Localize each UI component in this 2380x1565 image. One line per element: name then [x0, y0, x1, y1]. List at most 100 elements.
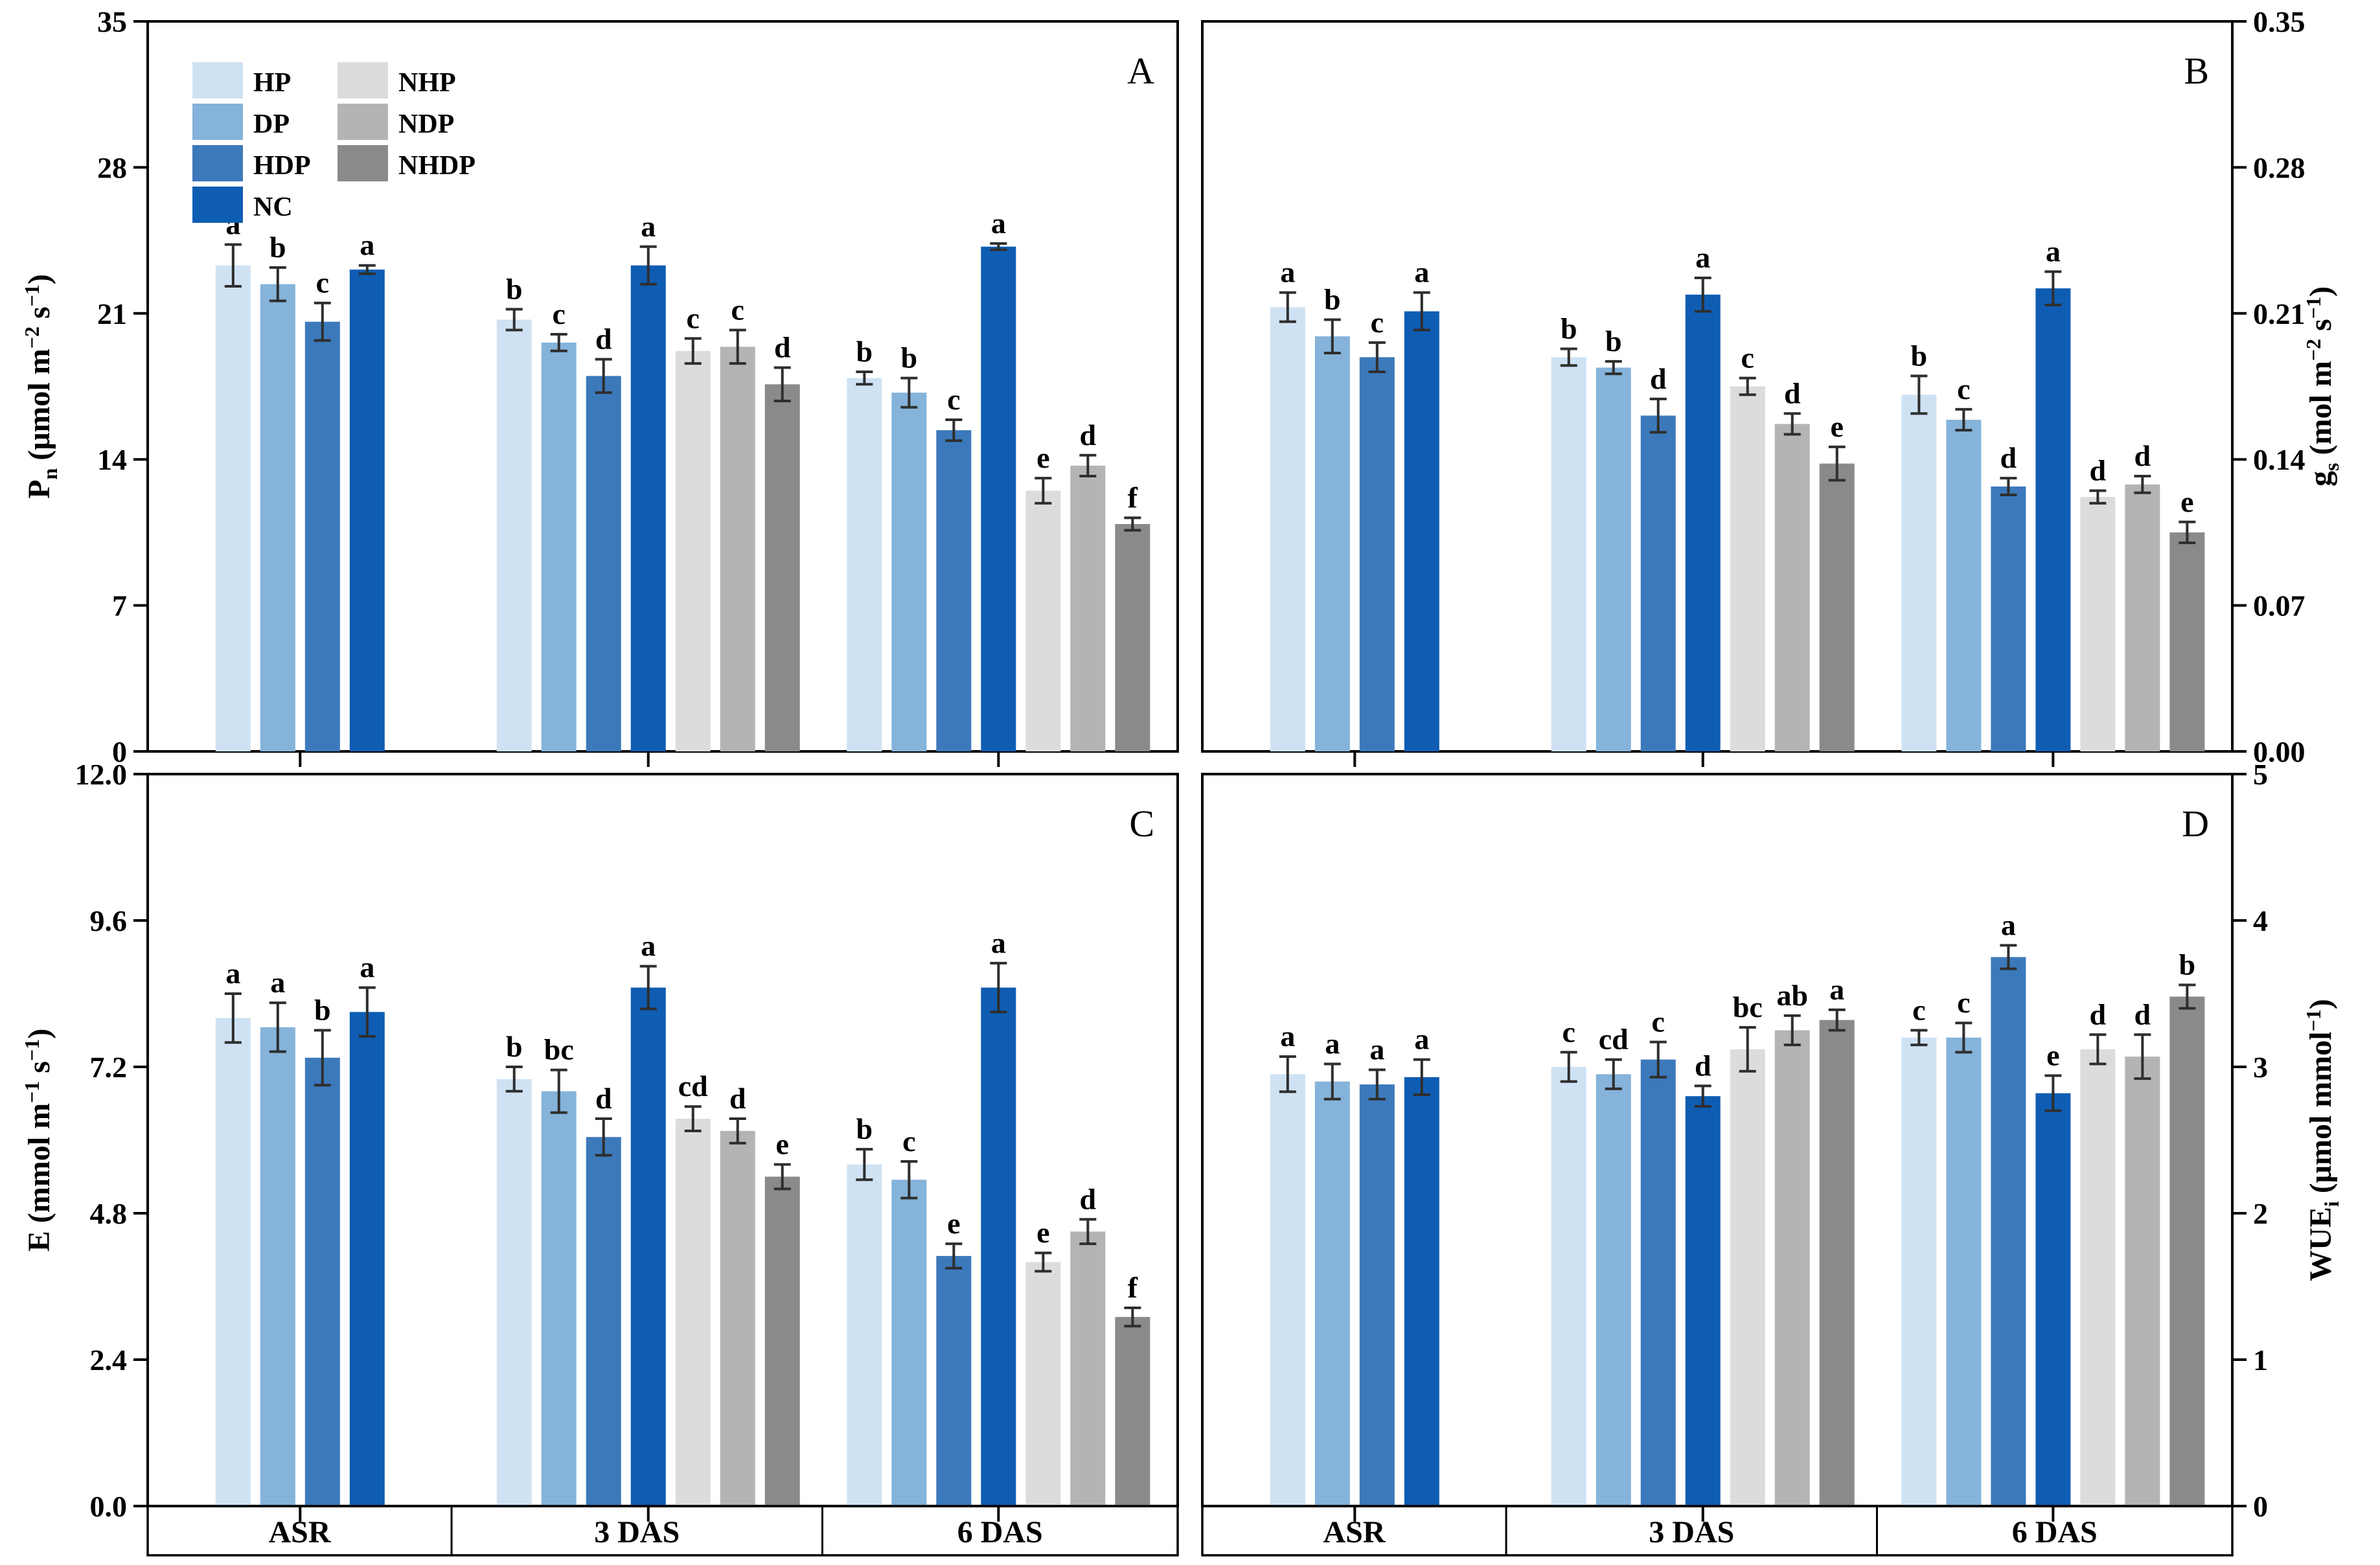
panel-C: 0.02.44.87.29.612.0E (mmol m−1 s−1)a abab… [20, 758, 1179, 1557]
error-bar [314, 301, 331, 342]
sig-letter: d [595, 323, 612, 356]
category-label-3DAS: 3 DAS [1649, 1515, 1734, 1549]
error-bar [2089, 1033, 2107, 1066]
error-bar [1124, 516, 1141, 532]
bar-A-6DAS-HP [847, 378, 882, 751]
bar-C-3DAS-HDP [586, 1137, 621, 1506]
error-bar [1035, 477, 1052, 505]
sig-letter: a [1325, 1027, 1340, 1060]
sig-letter: ab [1776, 979, 1808, 1012]
category-label-6DAS: 6 DAS [957, 1515, 1043, 1549]
error-bar [1368, 1068, 1386, 1101]
error-bar [2134, 474, 2151, 494]
sig-letter: b [1561, 312, 1577, 345]
sig-letter: c [731, 293, 744, 326]
error-bar [2000, 944, 2017, 970]
error-bar [1739, 1025, 1756, 1073]
y-tick-label: 21 [97, 297, 127, 330]
y-tick-label: 12.0 [75, 758, 128, 791]
bar-B-3DAS-NDP [1774, 424, 1810, 751]
bar-D-6DAS-HDP [1991, 957, 2026, 1506]
sig-letter: d [1080, 418, 1097, 451]
y-tick-label: 0.07 [2253, 589, 2306, 623]
bar-A-3DAS-NHP [675, 350, 711, 751]
bar-A-3DAS-NHDP [764, 384, 800, 751]
bar-A-6DAS-HDP [936, 430, 972, 751]
sig-letter: d [729, 1082, 746, 1115]
error-bar [639, 965, 657, 1011]
sig-letter: d [1695, 1049, 1711, 1082]
sig-letter: f [1128, 481, 1138, 514]
y-tick-label: 4 [2253, 904, 2268, 937]
error-bar [2134, 1033, 2151, 1080]
sig-letter: e [776, 1128, 789, 1161]
y-tick-label: 0 [112, 735, 127, 768]
bar-D-6DAS-NDP [2125, 1057, 2160, 1506]
error-bar [990, 961, 1007, 1014]
y-tick-label: 14 [97, 443, 127, 476]
bar-C-3DAS-HP [496, 1079, 532, 1506]
bar-C-6DAS-NHP [1025, 1262, 1061, 1506]
y-tick-label: 0.21 [2253, 297, 2306, 330]
error-bar [1368, 341, 1386, 373]
error-bar [945, 1242, 963, 1270]
bar-D-3DAS-NHDP [1819, 1020, 1855, 1506]
error-bar [729, 1117, 746, 1145]
sig-letter: c [902, 1125, 915, 1158]
error-bar [2179, 520, 2196, 544]
sig-letter: a [1829, 973, 1844, 1006]
bar-A-3DAS-DP [541, 342, 577, 751]
sig-letter: e [1831, 410, 1844, 443]
error-bar [1649, 1040, 1667, 1079]
error-bar [269, 1001, 286, 1053]
sig-letter: c [1371, 306, 1384, 339]
sig-letter: c [687, 301, 700, 334]
y-tick-label: 9.6 [90, 904, 128, 937]
sig-letter: e [2180, 485, 2193, 518]
sig-letter: b [1911, 339, 1928, 372]
bar-D-3DAS-HP [1551, 1067, 1586, 1506]
bar-D-ASR-NC [1404, 1077, 1439, 1506]
legend-label-HP: HP [253, 68, 291, 98]
sig-letter: a [1414, 1023, 1429, 1056]
bar-B-ASR-NC [1404, 311, 1439, 752]
legend-swatch-DP [192, 104, 243, 140]
legend-swatch-HDP [192, 145, 243, 181]
sig-letter: a [641, 930, 656, 963]
error-bar [1910, 1029, 1928, 1047]
panel-letter-D: D [2182, 803, 2209, 845]
y-axis-title-B: gs (mol m−2 s−1) [2302, 286, 2343, 486]
bar-B-6DAS-NC [2035, 288, 2071, 751]
sig-letter: d [595, 1082, 612, 1115]
sig-letter: e [2046, 1039, 2059, 1072]
y-tick-label: 4.8 [90, 1197, 128, 1230]
bar-C-6DAS-NDP [1070, 1231, 1106, 1506]
sig-letter: e [1036, 1216, 1049, 1249]
sig-letter: d [2134, 439, 2151, 472]
sig-letter: c [1912, 994, 1925, 1027]
error-bar [2044, 1074, 2062, 1112]
error-bar [773, 1163, 791, 1191]
sig-letter: d [2134, 998, 2151, 1031]
bar-B-3DAS-NHDP [1819, 463, 1855, 751]
legend: HP DP HDP NC NHP NDP NHDP [192, 62, 475, 223]
sig-letter: a [360, 951, 374, 984]
error-bar [1739, 376, 1756, 396]
sig-letter: d [2090, 454, 2107, 487]
sig-letter: cd [1599, 1023, 1629, 1056]
error-bar [990, 242, 1007, 251]
y-tick-label: 0.35 [2253, 5, 2306, 38]
panel-letter-B: B [2184, 50, 2209, 92]
bar-B-6DAS-NDP [2125, 484, 2160, 751]
error-bar [2000, 477, 2017, 496]
category-label-6DAS: 6 DAS [2012, 1515, 2098, 1549]
bar-B-6DAS-NHDP [2169, 532, 2205, 751]
category-strip [1201, 1505, 2234, 1557]
sig-letter: c [316, 266, 329, 299]
error-bar [2044, 270, 2062, 306]
bar-A-3DAS-HP [496, 319, 532, 752]
bar-D-6DAS-NHP [2080, 1049, 2116, 1506]
legend-label-DP: DP [253, 109, 290, 139]
sig-letter: b [2179, 948, 2196, 981]
error-bar [856, 370, 873, 386]
